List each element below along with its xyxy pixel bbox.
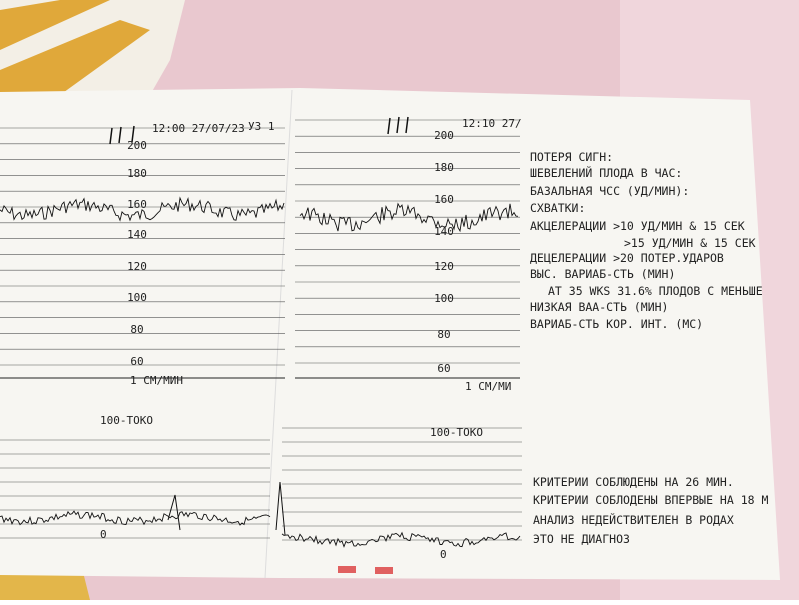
speed-label: 1 СМ/МИН	[130, 374, 183, 387]
hr-label: 200	[127, 139, 147, 152]
event-mark	[387, 117, 391, 135]
hr-label: 140	[434, 225, 454, 238]
summary-line: ВАРИАБ-СТЬ КОР. ИНТ. (МС)	[530, 317, 703, 331]
toco-zero: 0	[100, 528, 107, 541]
summary-line: СХВАТКИ:	[530, 201, 585, 215]
event-mark	[131, 125, 135, 143]
toco-peak	[167, 494, 181, 531]
mode-label: УЗ 1	[248, 120, 275, 133]
hr-label: 80	[130, 323, 143, 336]
criteria-line: КРИТЕРИИ СОБЛЮДЕНЫ НА 26 МИН.	[533, 475, 734, 489]
hr-label: 100	[127, 291, 147, 304]
summary-line: >15 УД/МИН & 15 СЕК	[624, 236, 756, 250]
summary-line: АКЦЕЛЕРАЦИИ >10 УД/МИН & 15 СЕК	[530, 219, 745, 233]
toco-peak	[275, 481, 286, 536]
summary-line: ДЕЦЕЛЕРАЦИИ >20 ПОТЕР.УДАРОВ	[530, 251, 724, 265]
paper	[0, 88, 780, 580]
strip-header: 12:00 27/07/23	[152, 122, 245, 135]
event-mark	[405, 116, 409, 134]
hr-label: 180	[127, 167, 147, 180]
hr-label: 100	[434, 292, 454, 305]
hr-label: 80	[437, 328, 450, 341]
fhr-trace	[299, 202, 519, 233]
printout: 12:00 27/07/23 200 180 160 140 120 100 80 60 1 СМ…	[0, 116, 768, 561]
fhr-trace	[0, 196, 285, 222]
strip-header: 12:10 27/	[462, 117, 522, 130]
paper-fold	[264, 89, 293, 579]
summary-line: ШЕВЕЛЕНИЙ ПЛОДА В ЧАС:	[530, 165, 682, 180]
marker	[338, 566, 356, 573]
toco-zero: 0	[440, 548, 447, 561]
summary-line: БАЗАЛЬНАЯ ЧСС (УД/МИН):	[530, 184, 689, 198]
hr-label: 200	[434, 129, 454, 142]
hr-label: 160	[127, 198, 147, 211]
toco-trace	[0, 510, 271, 526]
toco-label: 100-ТОКО	[430, 426, 483, 439]
hr-label: 120	[127, 260, 147, 273]
toco-label: 100-ТОКО	[100, 414, 153, 427]
hr-label: 180	[434, 161, 454, 174]
event-mark	[396, 116, 400, 134]
summary-line: АТ 35 WKS 31.6% ПЛОДОВ С МЕНЬШЕ	[548, 284, 763, 298]
hr-label: 60	[437, 362, 450, 375]
speed-label: 1 СМ/МИ	[465, 380, 511, 393]
toco-trace	[281, 531, 521, 548]
marker	[375, 567, 393, 574]
hr-label: 60	[130, 355, 143, 368]
summary-line: ВЫС. ВАРИАБ-СТЬ (МИН)	[530, 267, 675, 281]
hr-label: 120	[434, 260, 454, 273]
criteria-line: ЭТО НЕ ДИАГНОЗ	[533, 532, 630, 546]
summary-line: ПОТЕРЯ СИГН:	[530, 150, 613, 164]
hr-label: 140	[127, 228, 147, 241]
summary-line: НИЗКАЯ ВАА-СТЬ (МИН)	[530, 300, 668, 314]
event-mark	[118, 126, 122, 144]
hr-label: 160	[434, 193, 454, 206]
fabric-stripe	[0, 0, 150, 95]
criteria-line: АНАЛИЗ НЕДЕЙСТВИТЕЛЕН В РОДАХ	[533, 512, 734, 527]
event-mark	[109, 127, 113, 145]
criteria-line: КРИТЕРИИ СОБЛОДЕНЫ ВПЕРВЫЕ НА 18 М	[533, 493, 768, 507]
